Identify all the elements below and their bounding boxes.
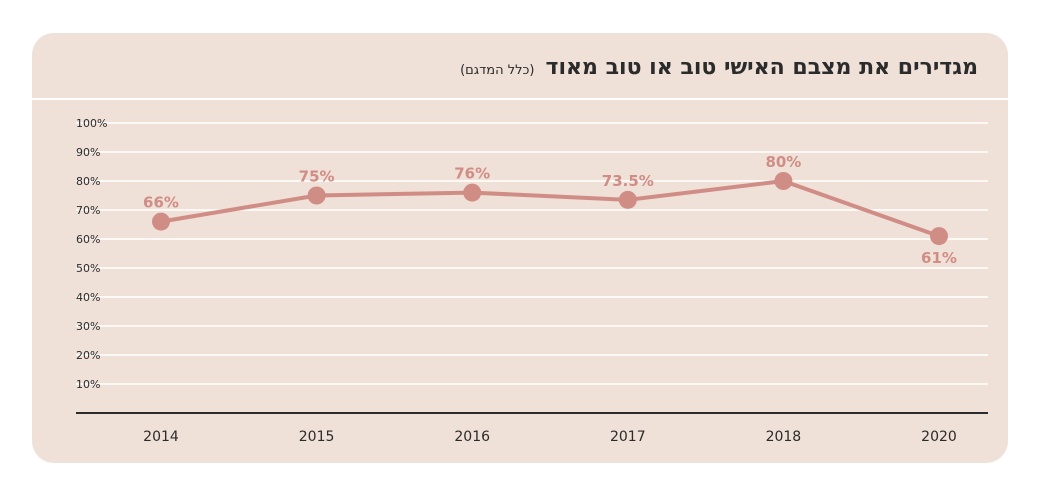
y-tick-label: 90% bbox=[76, 146, 100, 159]
chart-header: מגדירים את מצבם האישי טוב או טוב מאוד (כ… bbox=[32, 33, 1008, 99]
y-tick-label: 10% bbox=[76, 378, 100, 391]
y-tick-label: 30% bbox=[76, 320, 100, 333]
data-point bbox=[463, 183, 482, 202]
data-label: 75% bbox=[299, 168, 335, 186]
x-tick-label: 2017 bbox=[610, 429, 646, 445]
y-tick-label: 100% bbox=[76, 117, 107, 130]
data-label: 76% bbox=[454, 165, 490, 183]
series-line bbox=[159, 179, 941, 239]
x-tick-label: 2018 bbox=[766, 429, 802, 445]
line-chart: 10% 20% 30% 40% 50% 60% 70% 80% 90% 100% 2014 2015 2… bbox=[76, 117, 988, 445]
data-label: 80% bbox=[765, 153, 801, 171]
header-divider bbox=[32, 98, 1008, 100]
chart-card: מגדירים את מצבם האישי טוב או טוב מאוד (כ… bbox=[32, 33, 1008, 463]
data-label: 61% bbox=[921, 249, 957, 267]
data-label: 66% bbox=[143, 194, 179, 212]
x-tick-label: 2015 bbox=[299, 429, 335, 445]
y-tick-label: 40% bbox=[76, 291, 100, 304]
data-point bbox=[152, 212, 170, 231]
y-tick-label: 70% bbox=[76, 204, 100, 217]
x-tick-label: 2020 bbox=[921, 429, 957, 445]
data-point bbox=[307, 186, 326, 205]
x-tick-label: 2016 bbox=[454, 429, 490, 445]
chart-title: מגדירים את מצבם האישי טוב או טוב מאוד (כ… bbox=[460, 55, 978, 80]
data-point bbox=[930, 227, 948, 246]
chart-subtitle: (כלל המדגם) bbox=[460, 63, 535, 78]
data-label: 73.5% bbox=[602, 172, 654, 190]
y-tick-label: 60% bbox=[76, 233, 100, 246]
data-point bbox=[618, 190, 637, 209]
y-tick-label: 50% bbox=[76, 262, 100, 275]
data-point bbox=[774, 172, 793, 190]
x-tick-label: 2014 bbox=[143, 429, 179, 445]
y-tick-label: 20% bbox=[76, 349, 100, 362]
chart-title-main: מגדירים את מצבם האישי טוב או טוב מאוד bbox=[545, 55, 978, 80]
y-tick-label: 80% bbox=[76, 175, 100, 188]
